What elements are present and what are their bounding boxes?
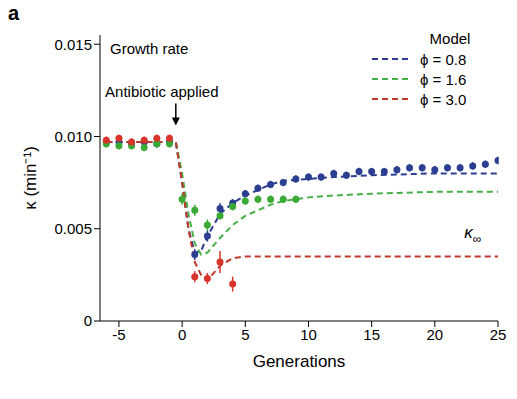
svg-text:Antibiotic applied: Antibiotic applied — [105, 83, 218, 100]
svg-text:20: 20 — [426, 326, 443, 343]
svg-text:0.005: 0.005 — [54, 220, 92, 237]
svg-text:κ∞: κ∞ — [464, 223, 481, 246]
svg-text:0.015: 0.015 — [54, 36, 92, 53]
html-text:Growth rate: Growth rate — [110, 40, 189, 57]
svg-text:κ (min⁻¹): κ (min⁻¹) — [21, 146, 40, 210]
svg-text:10: 10 — [300, 326, 317, 343]
html-text:ϕ = 0.8: ϕ = 0.8 — [420, 50, 467, 68]
svg-text:-5: -5 — [112, 326, 125, 343]
svg-text:Generations: Generations — [253, 352, 346, 371]
html-text:ϕ = 1.6: ϕ = 1.6 — [420, 70, 467, 88]
svg-text:0: 0 — [178, 326, 186, 343]
svg-text:25: 25 — [490, 326, 507, 343]
html-text:Model: Model — [429, 30, 471, 47]
html-text:ϕ = 3.0: ϕ = 3.0 — [420, 90, 467, 108]
svg-text:15: 15 — [363, 326, 380, 343]
svg-text:0.010: 0.010 — [54, 128, 92, 145]
svg-text:0: 0 — [84, 312, 92, 329]
svg-text:5: 5 — [241, 326, 249, 343]
html-text:a: a — [8, 2, 20, 24]
